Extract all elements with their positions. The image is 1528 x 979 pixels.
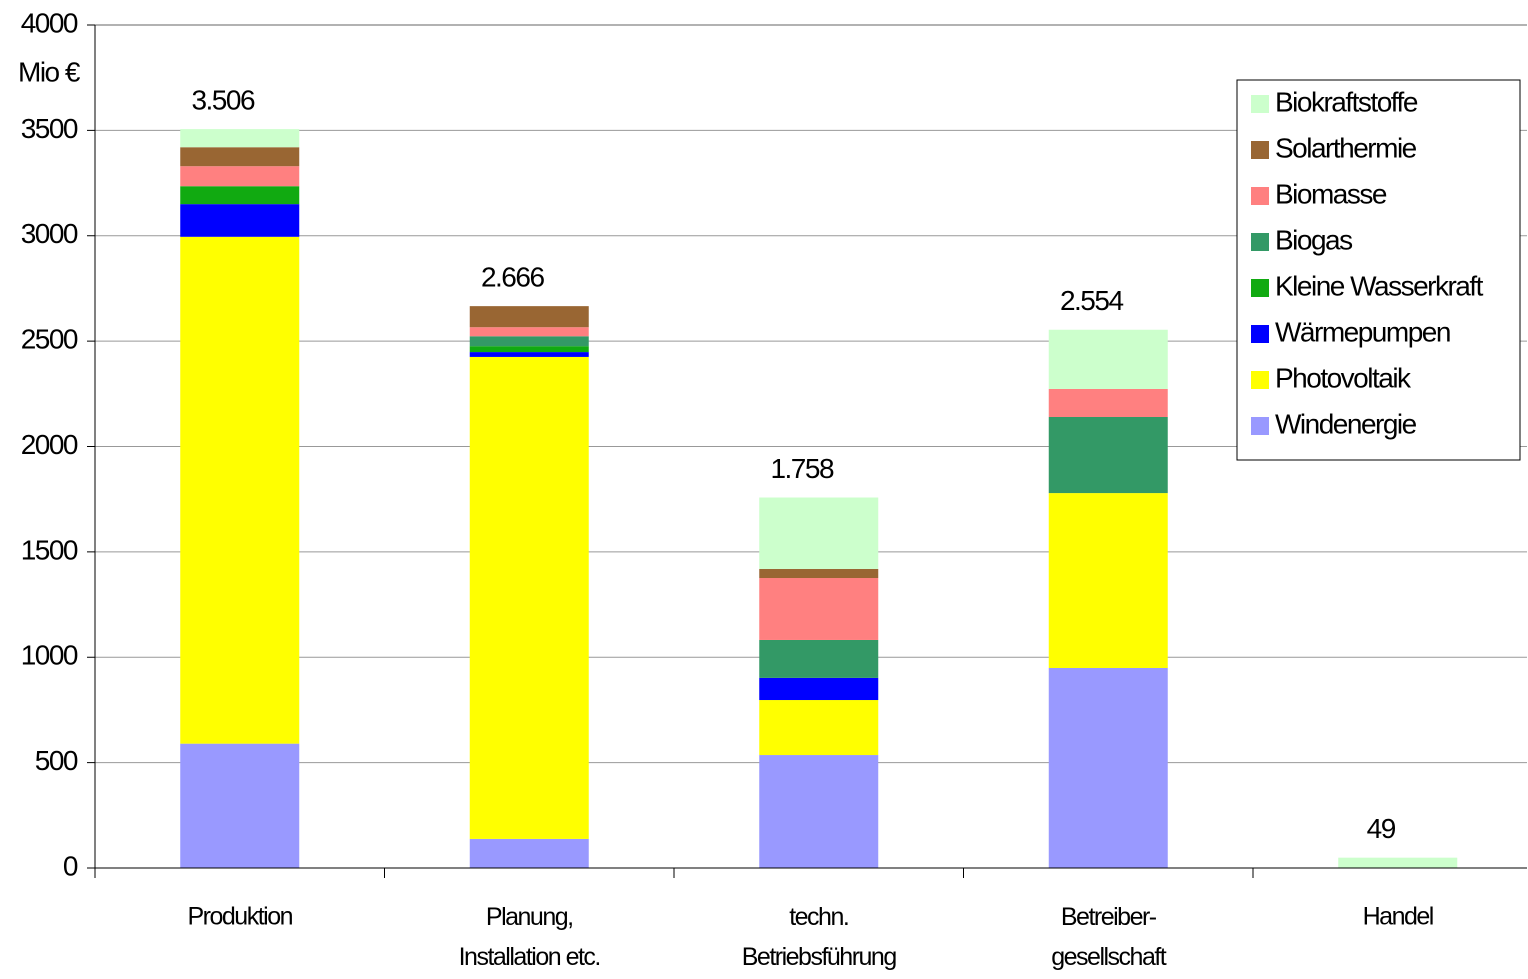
bar-segment [180, 204, 300, 237]
bar-segment [469, 346, 589, 353]
x-tick-label: techn. Betriebsführung [742, 903, 897, 971]
y-tick-label: 500 [35, 745, 78, 776]
legend-label: Photovoltaik [1275, 362, 1412, 393]
legend-swatch [1251, 325, 1269, 343]
legend-swatch [1251, 417, 1269, 435]
legend-swatch [1251, 95, 1269, 113]
y-tick-label: 1000 [21, 640, 78, 671]
bar-segment [180, 743, 300, 868]
total-label: 2.554 [1060, 285, 1123, 316]
x-tick-label: Produktion [187, 903, 292, 931]
y-tick-label: 1500 [21, 534, 78, 565]
legend-swatch [1251, 187, 1269, 205]
bar-segment [1048, 388, 1168, 417]
legend-swatch [1251, 279, 1269, 297]
y-tick-label: 0 [63, 850, 78, 881]
bar-segment [469, 352, 589, 357]
legend-swatch [1251, 371, 1269, 389]
bar-segment [1048, 493, 1168, 668]
legend-label: Windenergie [1275, 408, 1417, 439]
legend-label: Biogas [1275, 224, 1352, 255]
y-tick-label: 4000 [21, 7, 78, 38]
y-tick-label: 2500 [21, 324, 78, 355]
bar-segment [759, 639, 879, 678]
legend-label: Kleine Wasserkraft [1275, 270, 1484, 301]
bar-segment [180, 236, 300, 744]
total-label: 1.758 [770, 453, 833, 484]
bar-segment [469, 327, 589, 337]
legend-swatch [1251, 233, 1269, 251]
bar-segment [1048, 416, 1168, 494]
bar-segment [469, 306, 589, 328]
bar-segment [180, 186, 300, 205]
y-tick-label: 3500 [21, 113, 78, 144]
bar-segment [469, 336, 589, 347]
x-tick-label: Planung, Installation etc. [459, 903, 600, 971]
legend-swatch [1251, 141, 1269, 159]
legend-label: Wärmepumpen [1275, 316, 1450, 347]
y-tick-label: 2000 [21, 429, 78, 460]
y-tick-label: 3000 [21, 218, 78, 249]
total-label: 3.506 [191, 85, 254, 116]
bar-segment [180, 129, 300, 148]
total-label: 2.666 [481, 262, 544, 293]
legend-label: Biokraftstoffe [1275, 86, 1418, 117]
bar-segment [469, 356, 589, 839]
bar-segment [180, 147, 300, 167]
y-unit: Mio € [18, 56, 81, 87]
bar-segment [759, 578, 879, 640]
legend-box [1236, 79, 1521, 461]
bar-segment [759, 700, 879, 756]
legend-label: Solarthermie [1275, 132, 1417, 163]
bar-segment [180, 166, 300, 187]
x-tick-label: Handel [1363, 903, 1433, 931]
bar-segment [759, 755, 879, 868]
bar-segment [469, 838, 589, 868]
legend-label: Biomasse [1275, 178, 1387, 209]
bar-segment [759, 497, 879, 569]
bar-segment [1048, 329, 1168, 389]
bar-segment [759, 677, 879, 701]
x-tick-label: Betreiber-gesellschaft [1051, 903, 1167, 971]
total-label: 49 [1367, 813, 1396, 844]
bar-segment [1338, 857, 1458, 868]
bar-segment [1048, 667, 1168, 868]
bar-segment [759, 568, 879, 579]
